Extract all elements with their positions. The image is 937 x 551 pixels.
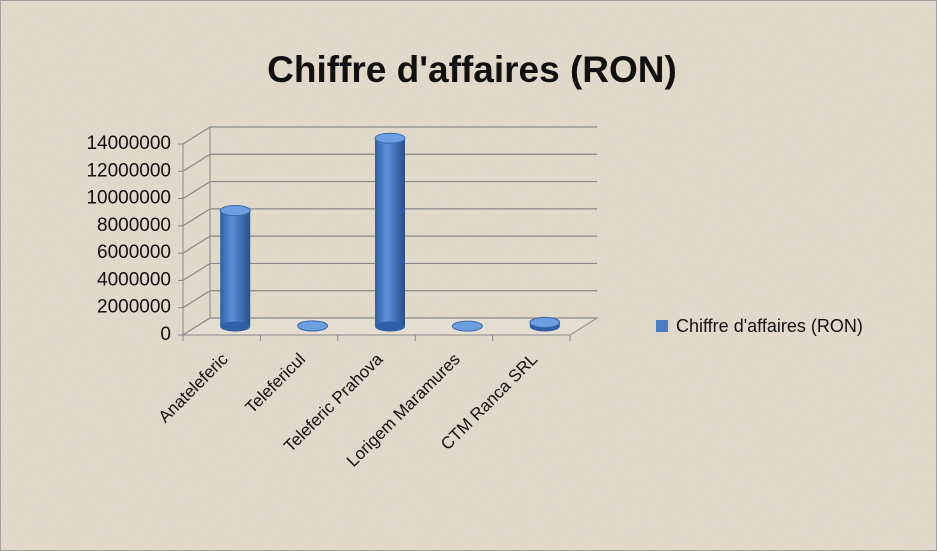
bar: [220, 210, 251, 327]
grid-line: [182, 126, 597, 145]
grid-line: [182, 317, 597, 336]
y-tick-label: 14000000: [86, 133, 171, 154]
bar-bottom: [375, 321, 405, 332]
bar-top: [529, 316, 561, 328]
bar-top: [451, 320, 483, 332]
grid-line: [182, 153, 597, 172]
bar-top: [297, 320, 329, 332]
bar-top: [219, 205, 251, 217]
grid-line: [182, 235, 597, 254]
grid-line: [182, 208, 597, 227]
grid-line: [182, 290, 597, 309]
bar-top: [374, 132, 406, 144]
y-tick-label: 10000000: [86, 188, 171, 209]
grid-line: [182, 262, 597, 281]
grid-line: [182, 180, 597, 200]
y-tick-label: 6000000: [97, 242, 171, 263]
y-tick-label: 12000000: [86, 160, 171, 181]
bar-bottom: [220, 321, 251, 332]
y-tick-label: 2000000: [97, 297, 171, 318]
y-tick-label: 8000000: [97, 215, 171, 236]
chart-title: Chiffre d'affaires (RON): [267, 49, 677, 90]
legend-swatch: [656, 320, 668, 332]
y-tick-label: 4000000: [97, 269, 171, 290]
bar: [375, 138, 405, 327]
y-tick-label: 0: [160, 324, 171, 345]
legend-label: Chiffre d'affaires (RON): [676, 316, 863, 336]
